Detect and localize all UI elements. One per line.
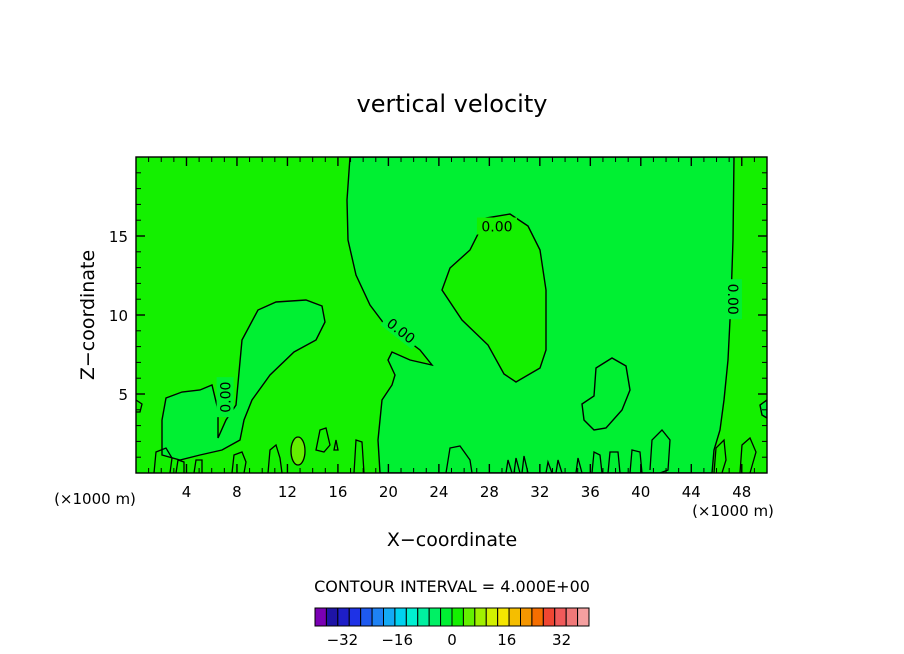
x-tick-label: 40 [631, 483, 650, 501]
colorbar-swatch [577, 607, 590, 627]
colorbar-swatch [497, 607, 510, 627]
colorbar-swatch [565, 607, 579, 627]
y-tick-label: 5 [118, 386, 128, 404]
colorbar-swatch [542, 607, 556, 627]
x-tick-label: 24 [429, 483, 448, 501]
y-axis-ticks: 5 10 15 [109, 172, 767, 458]
colorbar-swatch [485, 607, 499, 627]
y-tick-label: 10 [109, 307, 128, 325]
colorbar-swatch [508, 607, 522, 627]
colorbar-swatch [337, 607, 350, 627]
colorbar-swatch [428, 607, 442, 627]
contour-label: 0.00 [219, 382, 235, 413]
colorbar-swatch [348, 607, 362, 627]
y-axis-label: Z−coordinate [77, 250, 99, 380]
x-tick-label: 32 [530, 483, 549, 501]
colorbar-tick-label: −16 [381, 631, 413, 649]
region-positive-medium [290, 436, 306, 466]
region-negative-left [161, 299, 326, 461]
x-axis-ticks: 4 8 12 16 20 24 28 32 36 40 44 48 [148, 157, 755, 501]
colorbar-swatch [371, 607, 385, 627]
x-axis-label: X−coordinate [387, 529, 517, 551]
colorbar-tick-label: 32 [552, 631, 571, 649]
x-tick-label: 36 [581, 483, 600, 501]
contour-label-bg [380, 311, 423, 350]
colorbar-swatch [394, 607, 407, 627]
colorbar-swatch [314, 607, 327, 627]
colorbar-swatch [520, 607, 533, 627]
contour-label-bg [724, 279, 742, 320]
x-tick-label: 20 [379, 483, 398, 501]
colorbar-swatch [383, 607, 396, 627]
chart-title: vertical velocity [357, 90, 548, 118]
contour-label-bg [476, 217, 517, 235]
region-negative-right-edge [759, 399, 767, 419]
x-tick-label: 4 [182, 483, 192, 501]
colorbar-swatch [554, 607, 567, 627]
colorbar-tick-label: 0 [447, 631, 457, 649]
colorbar-swatch [405, 607, 419, 627]
plot-area [136, 157, 767, 473]
x-tick-label: 16 [328, 483, 347, 501]
x-tick-label: 44 [682, 483, 701, 501]
colorbar-labels: −32 −16 0 16 32 [327, 631, 572, 649]
colorbar-swatch [451, 607, 464, 627]
contour-label-bg [216, 377, 234, 418]
z-unit-label: (×1000 m) [54, 490, 136, 508]
contour-label: 0.00 [481, 220, 512, 236]
region-positive-blob [441, 213, 547, 383]
colorbar-tick-label: −32 [327, 631, 359, 649]
colorbar-swatch [417, 607, 430, 627]
colorbar-swatch [462, 607, 476, 627]
contour-interval-text: CONTOUR INTERVAL = 4.000E+00 [314, 577, 590, 596]
contour-label: 0.00 [724, 284, 740, 315]
x-tick-label: 48 [732, 483, 751, 501]
colorbar [314, 607, 590, 627]
near-surface-contours [136, 399, 757, 473]
colorbar-swatch [325, 607, 339, 627]
x-tick-label: 28 [480, 483, 499, 501]
colorbar-swatch [531, 607, 544, 627]
colorbar-tick-label: 16 [497, 631, 516, 649]
colorbar-swatch [360, 607, 373, 627]
x-tick-label: 12 [278, 483, 297, 501]
contour-labels: 0.000.000.000.00 [216, 217, 742, 418]
colorbar-swatch [474, 607, 487, 627]
y-tick-label: 15 [109, 228, 128, 246]
colorbar-swatch [440, 607, 453, 627]
x-unit-label: (×1000 m) [692, 502, 774, 520]
region-negative-right-small [581, 357, 631, 431]
x-tick-label: 8 [232, 483, 242, 501]
